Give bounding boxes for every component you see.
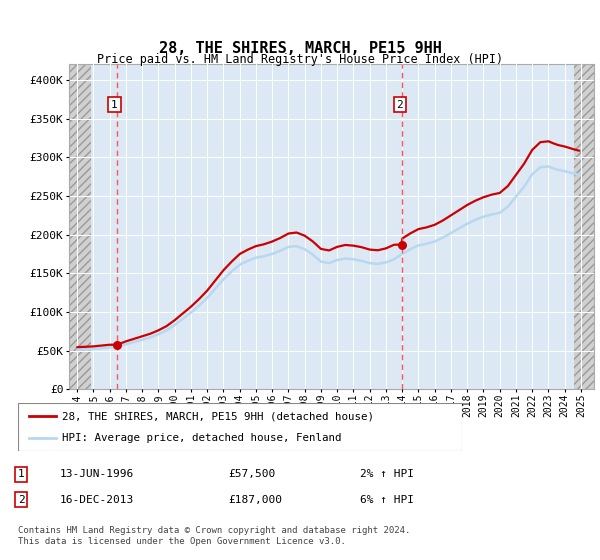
Bar	[69, 64, 91, 389]
Text: Price paid vs. HM Land Registry's House Price Index (HPI): Price paid vs. HM Land Registry's House …	[97, 53, 503, 66]
Text: £57,500: £57,500	[228, 469, 275, 479]
Text: 13-JUN-1996: 13-JUN-1996	[60, 469, 134, 479]
Bar	[574, 64, 594, 389]
Text: £187,000: £187,000	[228, 494, 282, 505]
Text: 2: 2	[397, 100, 403, 110]
Text: 2: 2	[17, 494, 25, 505]
Text: 1: 1	[17, 469, 25, 479]
Text: 1: 1	[111, 100, 118, 110]
FancyBboxPatch shape	[18, 403, 462, 451]
Text: Contains HM Land Registry data © Crown copyright and database right 2024.
This d: Contains HM Land Registry data © Crown c…	[18, 526, 410, 546]
Text: 28, THE SHIRES, MARCH, PE15 9HH (detached house): 28, THE SHIRES, MARCH, PE15 9HH (detache…	[62, 411, 374, 421]
Text: 2% ↑ HPI: 2% ↑ HPI	[360, 469, 414, 479]
Text: HPI: Average price, detached house, Fenland: HPI: Average price, detached house, Fenl…	[62, 433, 342, 443]
Text: 6% ↑ HPI: 6% ↑ HPI	[360, 494, 414, 505]
Text: 28, THE SHIRES, MARCH, PE15 9HH: 28, THE SHIRES, MARCH, PE15 9HH	[158, 41, 442, 56]
Text: 16-DEC-2013: 16-DEC-2013	[60, 494, 134, 505]
